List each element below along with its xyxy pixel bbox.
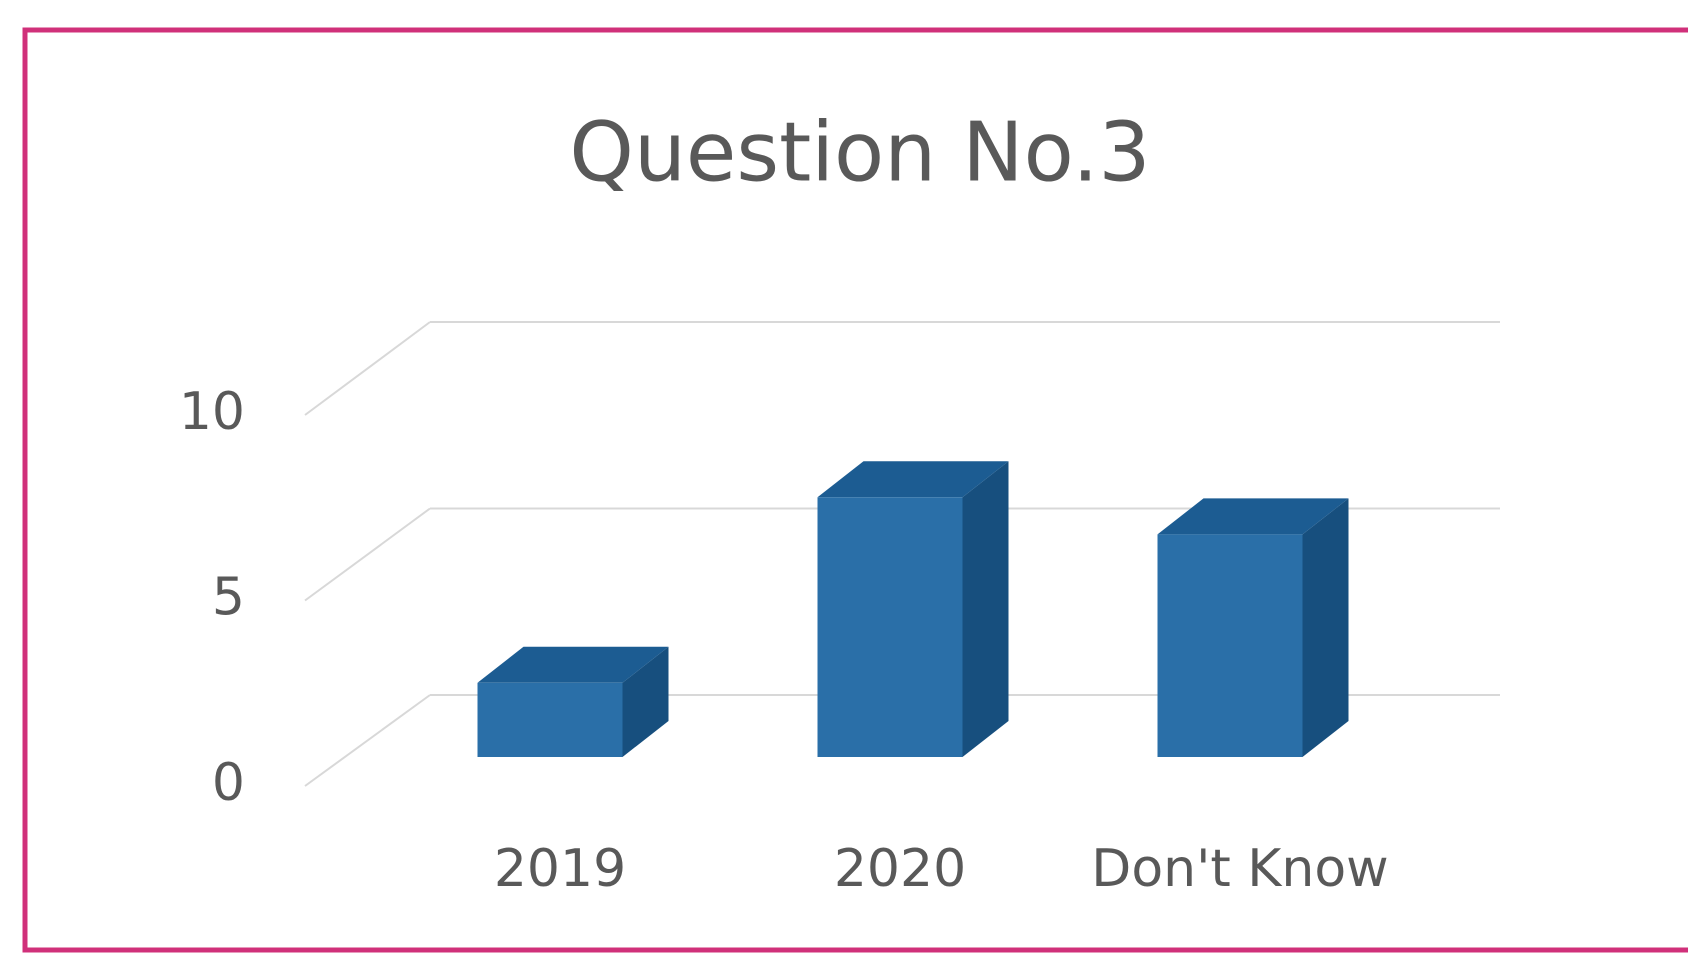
x-tick-label: 2019 xyxy=(494,839,626,899)
bar-side xyxy=(622,646,669,757)
y-tick-label: 0 xyxy=(212,753,245,813)
grid-floor-line xyxy=(304,321,431,416)
grid-floor-line xyxy=(304,694,431,787)
bar xyxy=(477,646,669,757)
chart-title: Question No.3 xyxy=(569,105,1150,200)
y-tick-label: 10 xyxy=(179,382,245,442)
bar xyxy=(817,461,1009,757)
bar-front xyxy=(817,497,963,757)
y-tick-label: 5 xyxy=(212,568,245,628)
x-tick-label: Don't Know xyxy=(1091,839,1388,899)
x-tick-label: 2020 xyxy=(834,839,966,899)
bar-front xyxy=(477,682,623,757)
bar-side xyxy=(962,461,1009,757)
bar-top xyxy=(1157,498,1349,535)
bar xyxy=(1157,498,1349,757)
bar-top xyxy=(817,461,1009,498)
bar-side xyxy=(1302,498,1349,757)
grid-floor-line xyxy=(304,507,431,602)
bar-front xyxy=(1157,534,1303,757)
bar-top xyxy=(477,646,669,683)
grid-line xyxy=(304,321,1500,416)
